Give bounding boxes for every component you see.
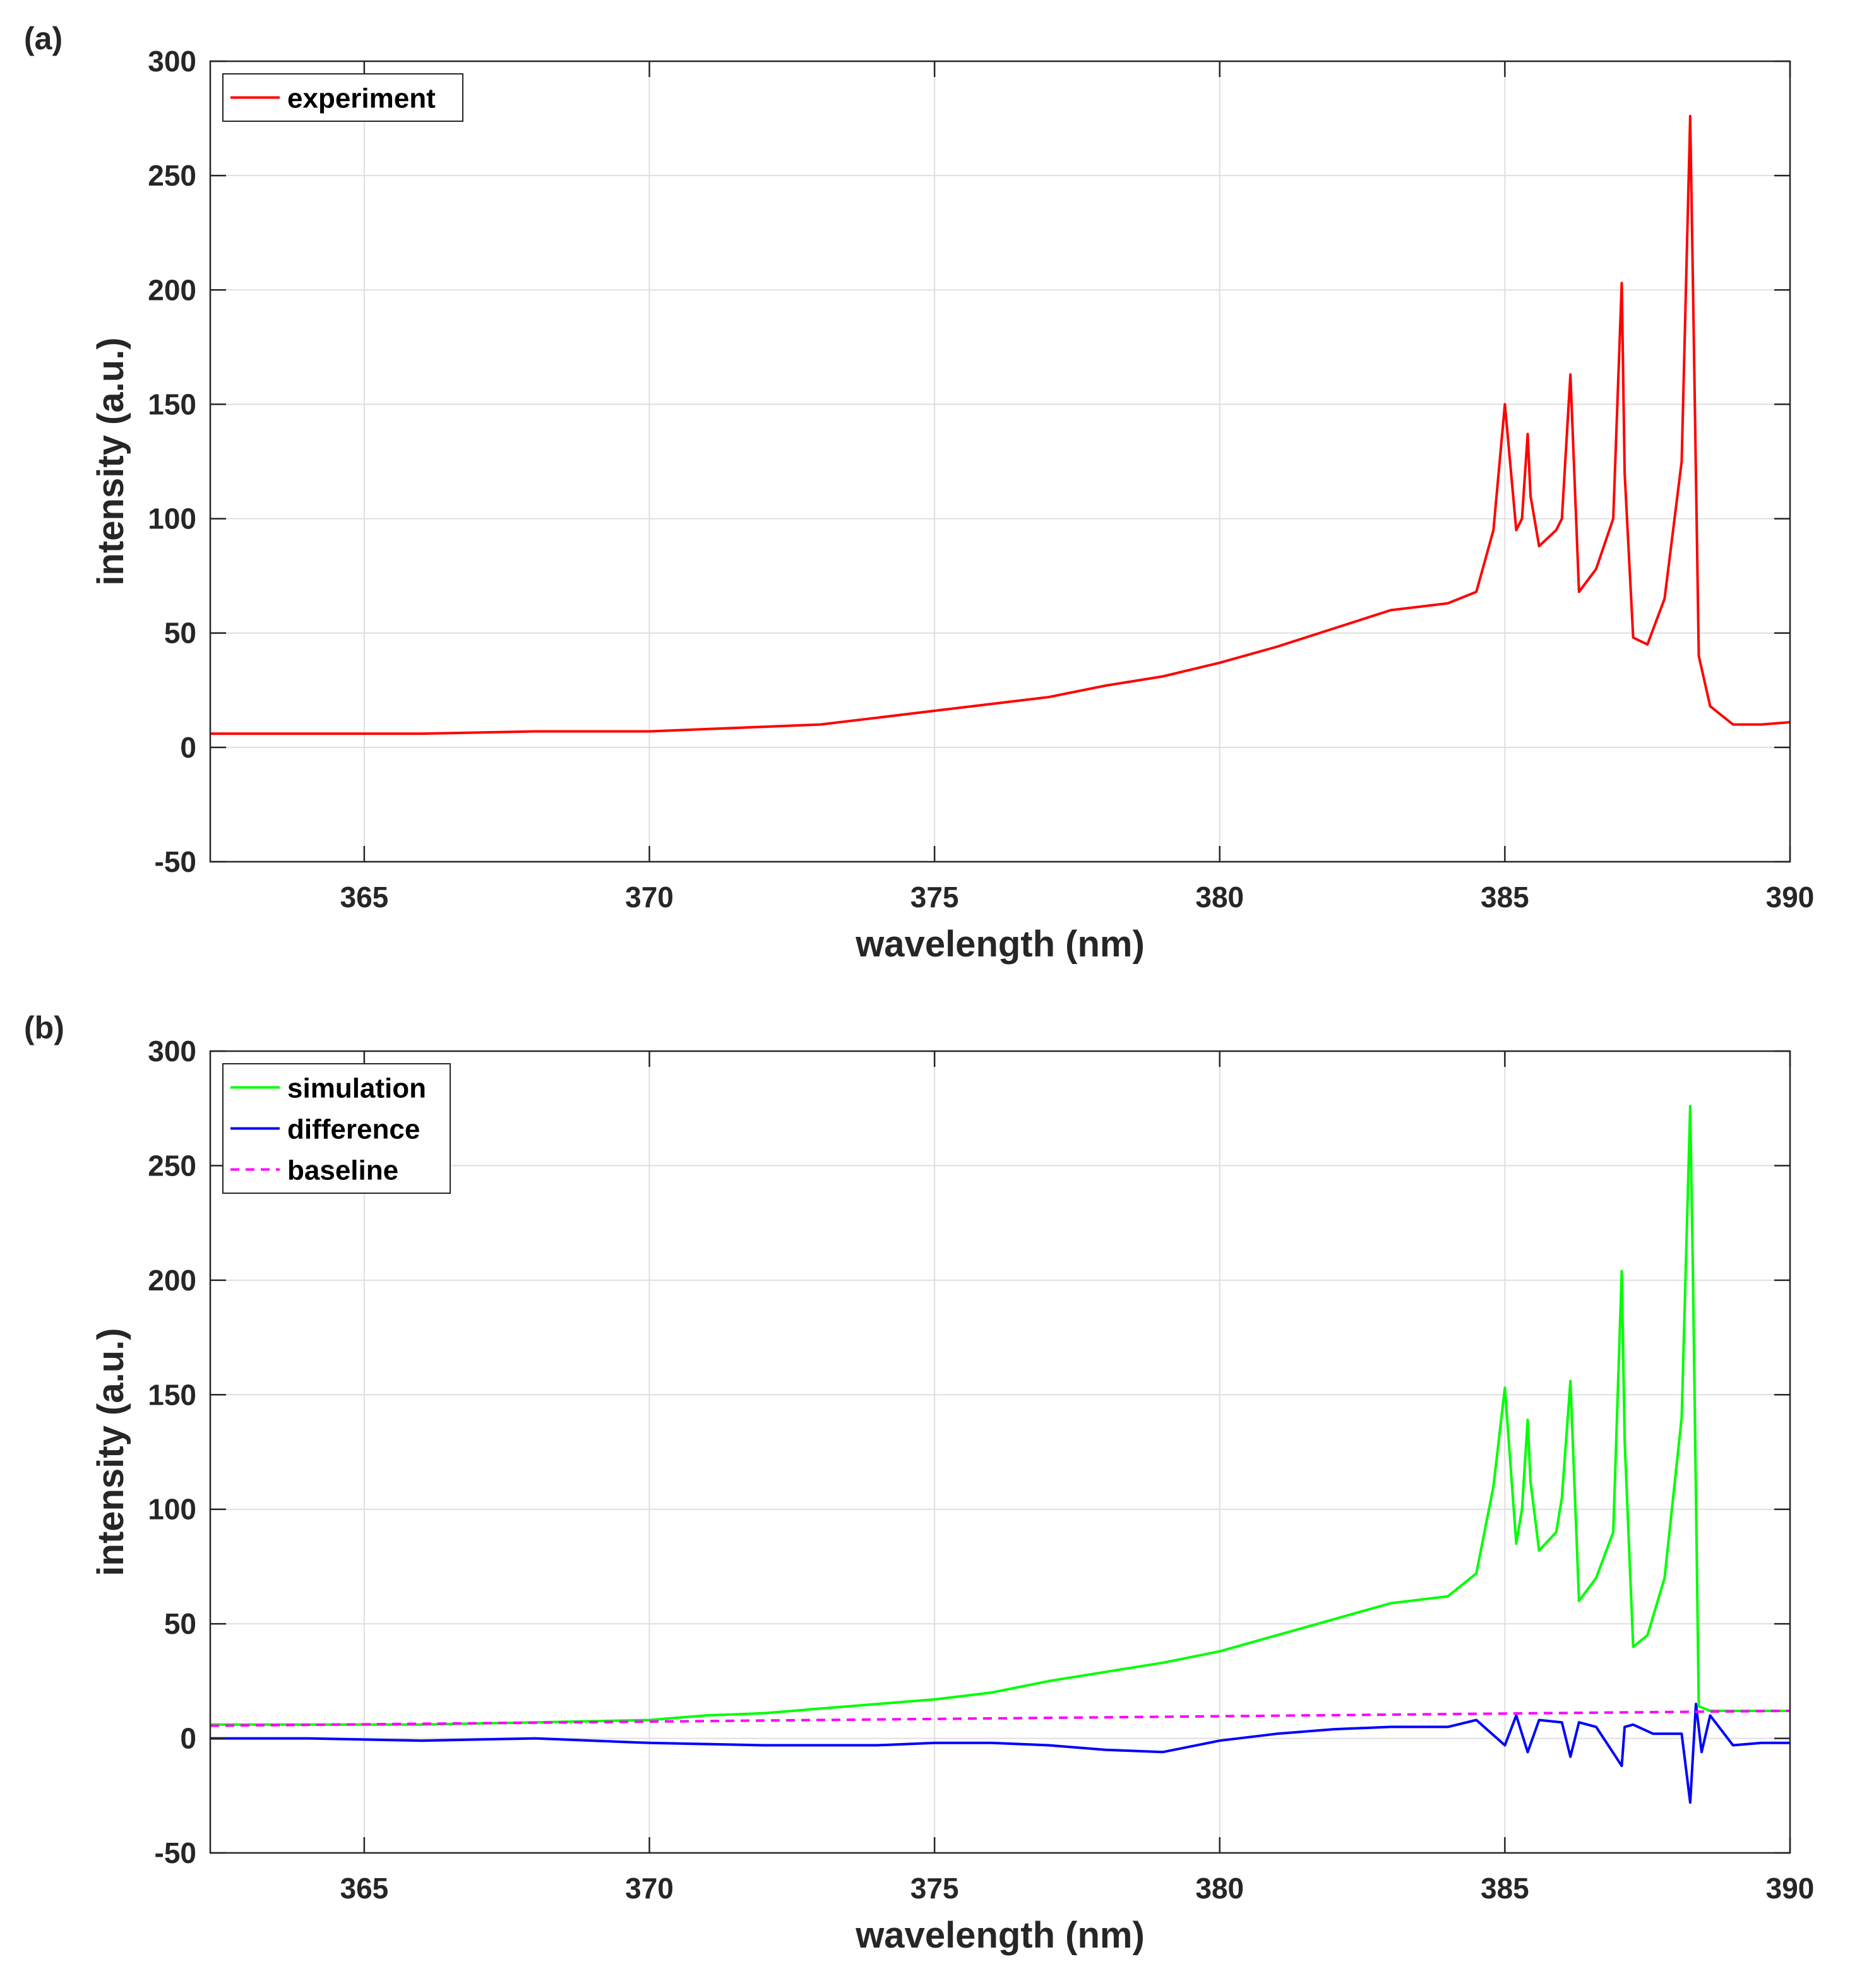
- y-axis-title: intensity (a.u.): [90, 1328, 131, 1576]
- x-tick-label: 380: [1195, 881, 1244, 914]
- legend-label-simulation: simulation: [287, 1073, 426, 1104]
- x-tick-label: 370: [625, 881, 674, 914]
- y-tick-label: 0: [180, 1722, 196, 1755]
- y-tick-label: 250: [148, 1149, 196, 1182]
- legend: experiment: [222, 73, 463, 122]
- y-tick-label: -50: [155, 1836, 196, 1869]
- x-axis-title: wavelength (nm): [855, 1915, 1145, 1956]
- y-tick-label: 300: [148, 1035, 196, 1068]
- x-tick-label: 365: [340, 881, 389, 914]
- y-tick-label: 100: [148, 1493, 196, 1526]
- axes-box: [209, 60, 1791, 863]
- legend-label-baseline: baseline: [287, 1155, 398, 1186]
- y-tick-label: 300: [148, 45, 196, 78]
- x-axis-title: wavelength (nm): [855, 924, 1145, 965]
- y-tick-label: 50: [164, 617, 196, 650]
- series-group: [210, 114, 1790, 735]
- y-tick-label: 150: [148, 388, 196, 420]
- x-tick-label: 385: [1481, 881, 1529, 914]
- panel-label: (b): [24, 1010, 64, 1045]
- legend-label-experiment: experiment: [287, 83, 436, 114]
- y-tick-label: 250: [148, 159, 196, 192]
- legend: simulation difference baseline: [222, 1063, 451, 1194]
- y-axis-title: intensity (a.u.): [90, 337, 131, 585]
- x-tick-label: 385: [1481, 1872, 1529, 1905]
- panel-label: (a): [24, 21, 63, 56]
- y-tick-label: 100: [148, 503, 196, 535]
- y-tick-label: 200: [148, 1264, 196, 1297]
- x-tick-label: 380: [1195, 1872, 1244, 1905]
- x-tick-label: 370: [625, 1872, 674, 1905]
- chart-panel-b: (b) 365 370 375 380 385 390 -50 0 50 100 150 200 250 3…: [24, 1010, 1814, 1956]
- legend-label-difference: difference: [287, 1114, 420, 1145]
- y-tick-label: -50: [155, 845, 196, 878]
- y-tick-label: 150: [148, 1378, 196, 1411]
- x-tick-label: 375: [910, 881, 959, 914]
- x-tick-label: 390: [1766, 881, 1815, 914]
- series-line-experiment: [210, 114, 1790, 735]
- series-line-baseline: [210, 1710, 1790, 1727]
- x-tick-label: 375: [910, 1872, 959, 1905]
- series-line-difference: [210, 1703, 1790, 1804]
- y-tick-label: 50: [164, 1607, 196, 1640]
- series-group: [210, 1105, 1790, 1804]
- chart-panel-a: (a) 365 370 375 380 385 390 -50 0 50 100 150 200 250 3…: [24, 21, 1814, 965]
- x-tick-label: 365: [340, 1872, 389, 1905]
- axes-box: [209, 1050, 1791, 1854]
- x-tick-label: 390: [1766, 1872, 1815, 1905]
- plot-area: [210, 61, 1790, 862]
- y-tick-label: 200: [148, 273, 196, 306]
- series-line-simulation: [210, 1105, 1790, 1726]
- y-tick-label: 0: [180, 731, 196, 764]
